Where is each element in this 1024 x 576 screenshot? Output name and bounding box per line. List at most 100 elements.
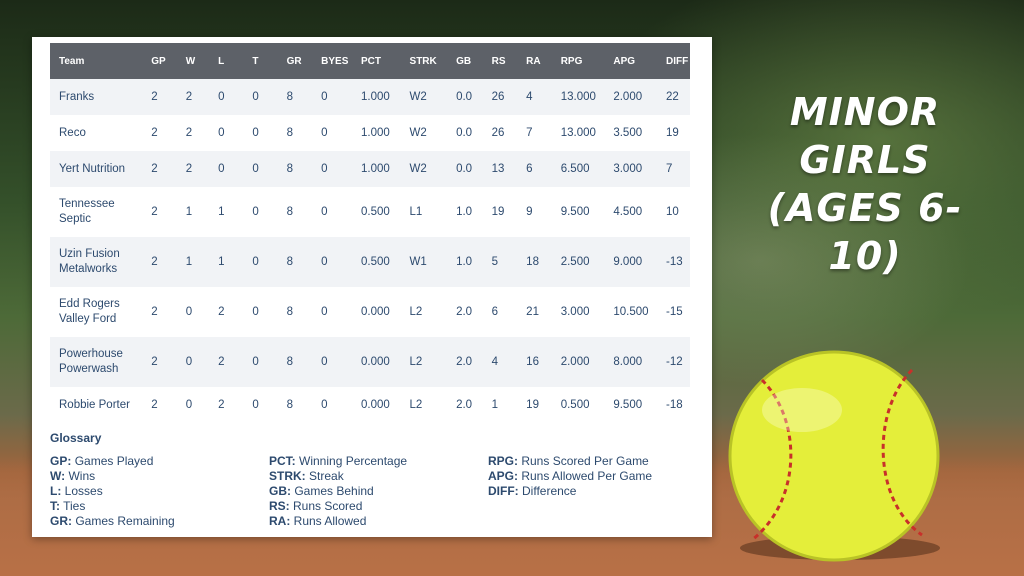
glossary-column: GP: Games Played W: Wins L: Losses T: Ti… xyxy=(50,454,269,529)
glossary-desc: Games Played xyxy=(74,454,154,468)
cell-t: 0 xyxy=(243,187,278,237)
cell-ra: 7 xyxy=(517,115,552,151)
cell-diff: -12 xyxy=(656,337,690,387)
cell-rpg: 2.000 xyxy=(551,337,605,387)
cell-pct: 1.000 xyxy=(351,79,401,115)
table-row: Edd Rogers Valley Ford 2 0 2 0 8 0 0.000… xyxy=(50,287,690,337)
cell-diff: -13 xyxy=(656,237,690,287)
glossary-title: Glossary xyxy=(50,431,102,445)
cell-apg: 9.000 xyxy=(604,237,657,287)
cell-t: 0 xyxy=(243,387,278,423)
division-title-line1: MINOR GIRLS xyxy=(789,90,941,182)
glossary-column: RPG: Runs Scored Per Game APG: Runs Allo… xyxy=(488,454,688,529)
cell-gp: 2 xyxy=(142,337,177,387)
glossary-abbr: PCT: xyxy=(269,454,296,468)
cell-gp: 2 xyxy=(142,287,177,337)
cell-apg: 9.500 xyxy=(604,387,657,423)
column-header-rpg[interactable]: RPG xyxy=(551,43,605,79)
glossary-entry: W: Wins xyxy=(50,469,269,484)
cell-gp: 2 xyxy=(142,151,177,187)
table-row: Uzin Fusion Metalworks 2 1 1 0 8 0 0.500… xyxy=(50,237,690,287)
glossary-entry: RS: Runs Scored xyxy=(269,499,488,514)
column-header-gp[interactable]: GP xyxy=(142,43,177,79)
glossary-abbr: GR: xyxy=(50,514,72,528)
column-header-strk[interactable]: STRK xyxy=(400,43,448,79)
cell-l: 0 xyxy=(209,79,244,115)
cell-gb: 1.0 xyxy=(447,237,483,287)
cell-gr: 8 xyxy=(277,151,313,187)
cell-gp: 2 xyxy=(142,115,177,151)
cell-gp: 2 xyxy=(142,79,177,115)
table-body: Franks 2 2 0 0 8 0 1.000 W2 0.0 26 4 13.… xyxy=(50,79,690,423)
cell-strk: W2 xyxy=(400,79,448,115)
cell-rs: 5 xyxy=(482,237,518,287)
column-header-ra[interactable]: RA xyxy=(517,43,552,79)
glossary-column: PCT: Winning Percentage STRK: Streak GB:… xyxy=(269,454,488,529)
cell-rs: 4 xyxy=(482,337,518,387)
cell-gp: 2 xyxy=(142,187,177,237)
team-name: Powerhouse Powerwash xyxy=(50,337,143,387)
cell-diff: 10 xyxy=(656,187,690,237)
column-header-pct[interactable]: PCT xyxy=(351,43,401,79)
cell-strk: W2 xyxy=(400,115,448,151)
table-row: Powerhouse Powerwash 2 0 2 0 8 0 0.000 L… xyxy=(50,337,690,387)
cell-l: 2 xyxy=(209,287,244,337)
glossary-abbr: RS: xyxy=(269,499,290,513)
glossary-desc: Games Remaining xyxy=(75,514,175,528)
cell-rpg: 13.000 xyxy=(551,79,605,115)
cell-ra: 9 xyxy=(517,187,552,237)
cell-pct: 0.000 xyxy=(351,387,401,423)
table-row: Yert Nutrition 2 2 0 0 8 0 1.000 W2 0.0 … xyxy=(50,151,690,187)
column-header-w[interactable]: W xyxy=(176,43,210,79)
glossary-abbr: DIFF: xyxy=(488,484,519,498)
division-title-line2: (AGES 6-10) xyxy=(767,186,963,278)
table-header-row: Team GP W L T GR BYES PCT STRK GB RS RA … xyxy=(50,43,690,79)
cell-rpg: 0.500 xyxy=(551,387,605,423)
cell-gp: 2 xyxy=(142,237,177,287)
glossary-abbr: STRK: xyxy=(269,469,306,483)
team-name: Reco xyxy=(50,115,143,151)
softball-icon xyxy=(728,350,940,562)
cell-ra: 19 xyxy=(517,387,552,423)
column-header-rs[interactable]: RS xyxy=(482,43,518,79)
cell-rpg: 6.500 xyxy=(551,151,605,187)
cell-l: 1 xyxy=(209,237,244,287)
cell-byes: 0 xyxy=(312,115,352,151)
column-header-byes[interactable]: BYES xyxy=(312,43,352,79)
column-header-team[interactable]: Team xyxy=(50,43,143,79)
cell-ra: 4 xyxy=(517,79,552,115)
cell-pct: 1.000 xyxy=(351,115,401,151)
cell-diff: -18 xyxy=(656,387,690,423)
glossary-columns: GP: Games Played W: Wins L: Losses T: Ti… xyxy=(50,454,700,529)
cell-strk: W2 xyxy=(400,151,448,187)
column-header-gr[interactable]: GR xyxy=(277,43,313,79)
column-header-diff[interactable]: DIFF xyxy=(656,43,690,79)
glossary-entry: RPG: Runs Scored Per Game xyxy=(488,454,688,469)
column-header-gb[interactable]: GB xyxy=(447,43,483,79)
team-name: Yert Nutrition xyxy=(50,151,143,187)
cell-gr: 8 xyxy=(277,79,313,115)
glossary-desc: Games Behind xyxy=(294,484,374,498)
glossary-abbr: W: xyxy=(50,469,66,483)
column-header-apg[interactable]: APG xyxy=(604,43,657,79)
column-header-l[interactable]: L xyxy=(209,43,244,79)
cell-rs: 19 xyxy=(482,187,518,237)
cell-apg: 4.500 xyxy=(604,187,657,237)
column-header-t[interactable]: T xyxy=(243,43,278,79)
cell-diff: 7 xyxy=(656,151,690,187)
cell-ra: 21 xyxy=(517,287,552,337)
cell-apg: 3.500 xyxy=(604,115,657,151)
glossary-entry: STRK: Streak xyxy=(269,469,488,484)
cell-gr: 8 xyxy=(277,237,313,287)
cell-apg: 10.500 xyxy=(604,287,657,337)
glossary-desc: Wins xyxy=(68,469,96,483)
cell-byes: 0 xyxy=(312,79,352,115)
glossary-desc: Runs Allowed xyxy=(293,514,367,528)
cell-pct: 0.000 xyxy=(351,337,401,387)
table-row: Tennessee Septic 2 1 1 0 8 0 0.500 L1 1.… xyxy=(50,187,690,237)
cell-rs: 26 xyxy=(482,79,518,115)
cell-diff: -15 xyxy=(656,287,690,337)
glossary-desc: Ties xyxy=(63,499,86,513)
glossary-desc: Runs Allowed Per Game xyxy=(521,469,653,483)
cell-l: 1 xyxy=(209,187,244,237)
